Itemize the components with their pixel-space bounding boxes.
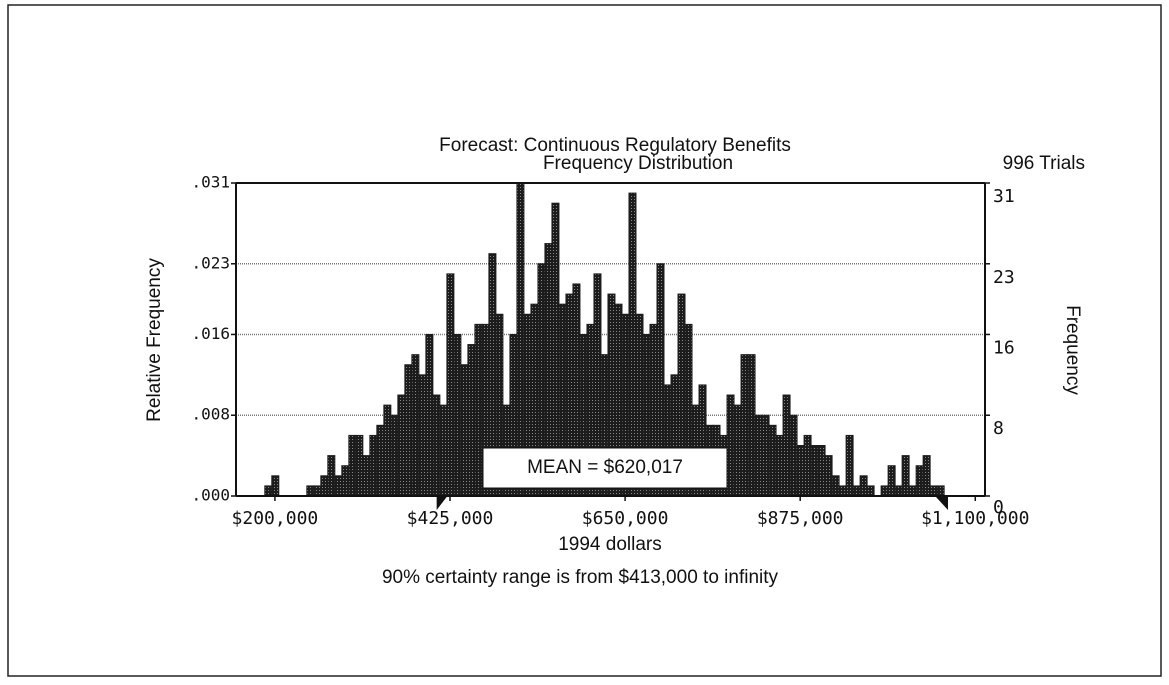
- bar: [320, 475, 329, 497]
- bar: [376, 424, 385, 497]
- bar: [761, 414, 770, 497]
- bar: [432, 394, 441, 497]
- bar: [747, 354, 756, 497]
- bar: [754, 414, 763, 497]
- bar: [789, 414, 798, 497]
- x-axis-label: 1994 dollars: [558, 534, 662, 555]
- bar: [390, 414, 399, 497]
- y2-tick-label: 31: [993, 186, 1015, 207]
- bar: [859, 475, 868, 497]
- y-axis-label: Relative Frequency: [144, 258, 165, 422]
- certainty-marker: [436, 497, 447, 510]
- x-tick-label: $1,100,000: [921, 508, 1029, 529]
- y-tick-label: .000: [191, 486, 230, 505]
- y2-tick-label: 23: [993, 267, 1015, 288]
- mean-box: [482, 447, 728, 489]
- bar: [369, 434, 378, 497]
- bar: [348, 434, 357, 497]
- mean-label: MEAN = $620,017: [527, 457, 683, 478]
- bar: [817, 445, 826, 497]
- bar: [936, 485, 945, 497]
- bar: [271, 475, 280, 497]
- y-tick-label: .023: [191, 253, 230, 272]
- bar: [915, 465, 924, 497]
- bar: [922, 455, 931, 497]
- bar: [782, 394, 791, 497]
- bar: [845, 434, 854, 497]
- y-tick-label: .031: [191, 173, 230, 192]
- bar: [327, 455, 336, 497]
- frame: [7, 4, 1162, 677]
- bar: [404, 364, 413, 497]
- y2-tick-label: 8: [993, 418, 1004, 439]
- bar: [929, 485, 938, 497]
- bar: [887, 465, 896, 497]
- bar: [908, 485, 917, 497]
- y2-tick-label: 16: [993, 337, 1015, 358]
- bar: [768, 424, 777, 497]
- bar: [313, 485, 322, 497]
- x-tick-label: $875,000: [757, 508, 844, 529]
- y-tick-label: .008: [191, 405, 230, 424]
- bar: [306, 485, 315, 497]
- bar: [362, 455, 371, 497]
- bar: [726, 394, 735, 497]
- bar: [474, 323, 483, 497]
- bar: [894, 485, 903, 497]
- bar: [831, 475, 840, 497]
- y2-tick-label: 0: [993, 497, 1004, 518]
- certainty-note: 90% certainty range is from $413,000 to …: [382, 567, 779, 588]
- certainty-marker-end: [936, 497, 948, 510]
- bar: [439, 404, 448, 497]
- y2-axis-label: Frequency: [1062, 305, 1083, 395]
- chart-subtitle: Frequency Distribution: [543, 153, 733, 174]
- bar: [901, 455, 910, 497]
- bar: [341, 465, 350, 497]
- bar: [418, 374, 427, 497]
- chart-title: Forecast: Continuous Regulatory Benefits: [439, 135, 791, 156]
- bar: [880, 485, 889, 497]
- x-tick-label: $650,000: [582, 508, 669, 529]
- bar: [866, 485, 875, 497]
- trials-label: 996 Trials: [1003, 153, 1085, 174]
- bar: [467, 344, 476, 497]
- bar: [264, 485, 273, 497]
- bar: [810, 445, 819, 497]
- bar: [425, 333, 434, 497]
- x-tick-label: $425,000: [407, 508, 494, 529]
- bar: [803, 434, 812, 497]
- bar: [838, 485, 847, 497]
- bar: [775, 434, 784, 497]
- bar: [796, 445, 805, 497]
- bar: [453, 333, 462, 497]
- bar: [397, 394, 406, 497]
- bar: [411, 354, 420, 497]
- bar: [383, 404, 392, 497]
- bar: [824, 455, 833, 497]
- x-tick-label: $200,000: [232, 508, 319, 529]
- bar: [446, 273, 455, 497]
- y-tick-label: .016: [191, 324, 230, 343]
- bar: [740, 354, 749, 497]
- bar: [852, 485, 861, 497]
- bar: [334, 475, 343, 497]
- bar: [460, 364, 469, 497]
- bar: [733, 404, 742, 497]
- bar: [355, 434, 364, 497]
